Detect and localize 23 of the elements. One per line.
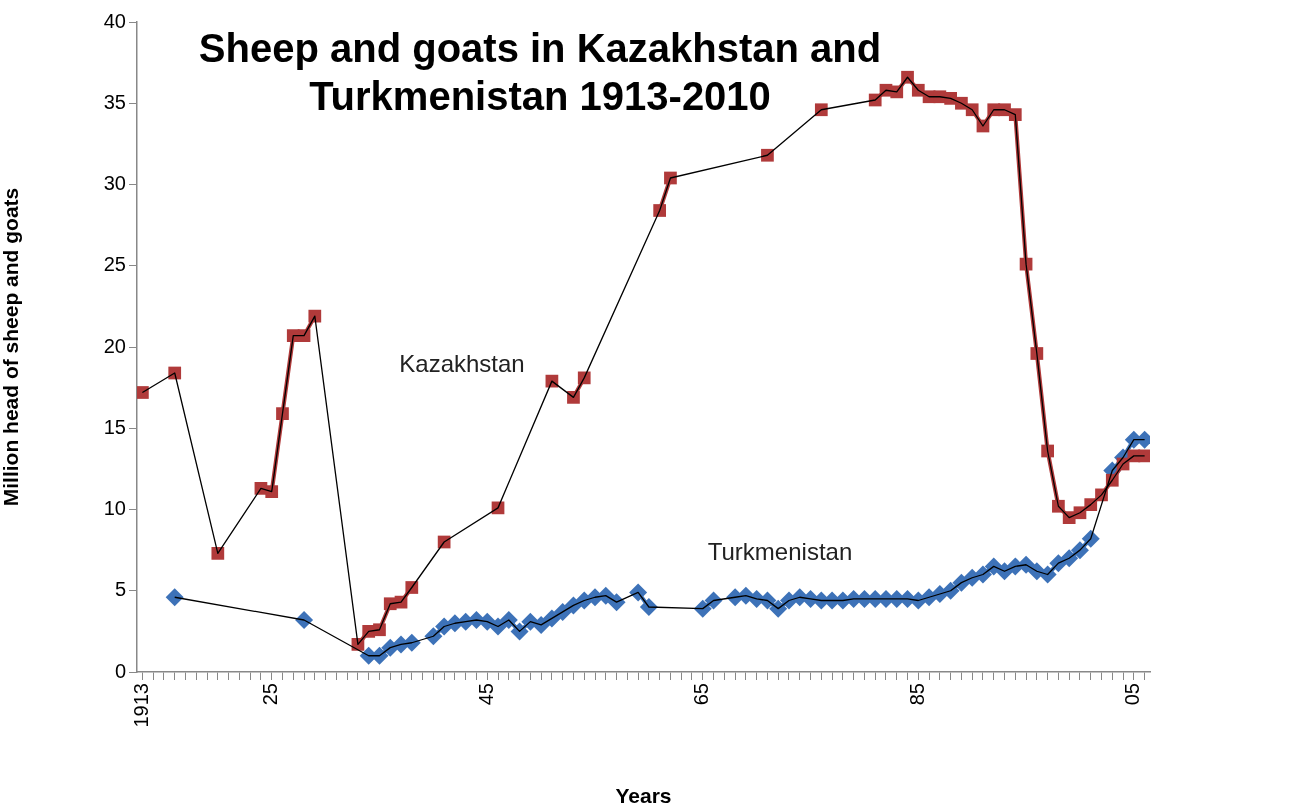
y-tick-label: 40 (103, 9, 126, 32)
x-tick-label: 25 (259, 683, 282, 706)
x-tick-label: 65 (690, 683, 713, 706)
x-tick-label: 45 (474, 683, 497, 706)
x-tick-label: 85 (905, 683, 928, 706)
y-tick-label: 5 (114, 578, 126, 601)
x-tick-label: 1913 (129, 683, 152, 728)
y-tick-label: 0 (114, 659, 126, 682)
point (137, 386, 149, 399)
y-tick-label: 25 (103, 253, 126, 276)
x-tick-label: 05 (1121, 683, 1144, 706)
y-axis-title: Million head of sheep and goats (0, 187, 23, 507)
point (1030, 347, 1044, 360)
y-tick-label: 15 (103, 415, 126, 438)
point (1008, 108, 1022, 121)
series-label: Turkmenistan (707, 537, 853, 565)
y-tick-label: 30 (103, 172, 126, 195)
y-tick-label: 10 (103, 497, 126, 520)
series-label: Kazakhstan (399, 349, 525, 377)
y-tick-label: 20 (103, 334, 126, 357)
text: Sheep and goats in Kazakhstan and Turkmenistan 1913-2010 (197, 25, 883, 120)
y-tick-label: 35 (103, 90, 126, 113)
x-axis-title: Years (615, 784, 672, 808)
